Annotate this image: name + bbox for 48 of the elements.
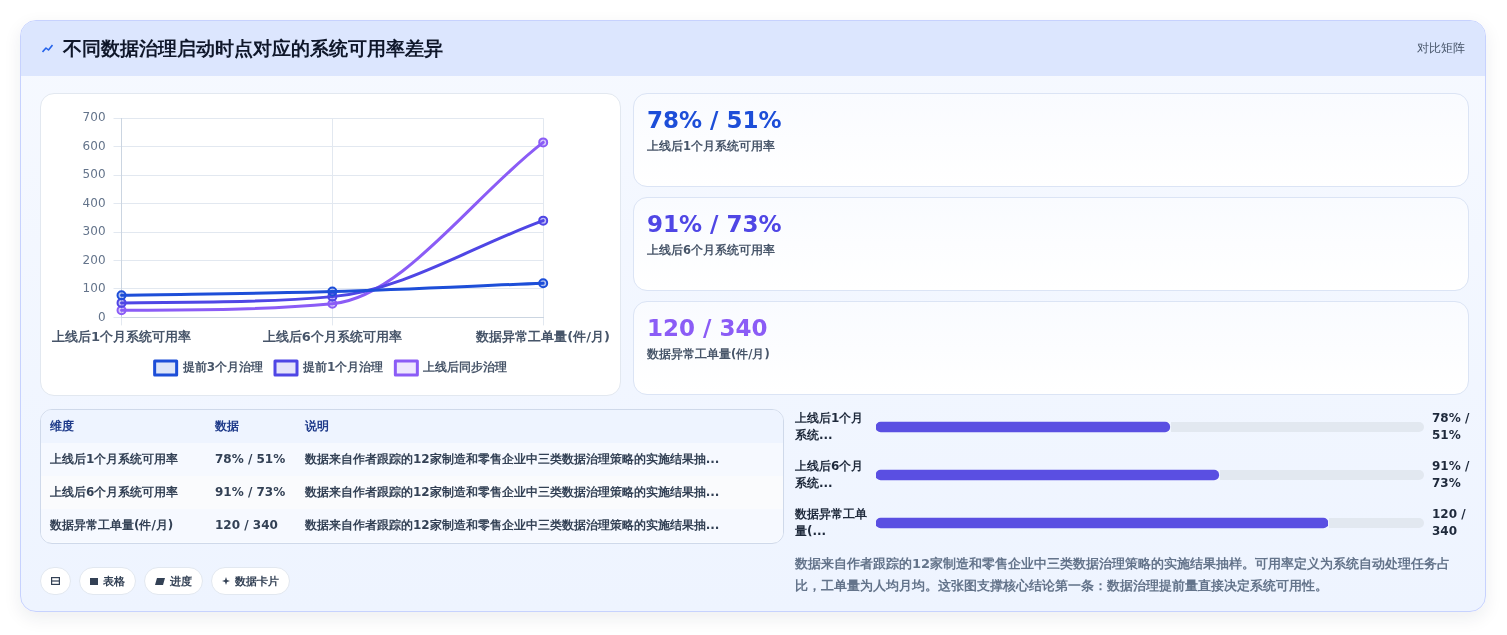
text: 对比矩阵 <box>1417 40 1465 56</box>
y-tick-label: 200 <box>82 252 106 267</box>
y-tick-label: 0 <box>97 309 106 324</box>
text: 不同数据治理启动时点对应的系统可用率差异 <box>63 36 443 61</box>
y-tick-label: 600 <box>82 138 106 153</box>
data-label: 78% / 51% <box>1432 410 1471 444</box>
text: 数据来自作者跟踪的12家制造和零售企业中三类数据治理策略的实施结果抽... <box>305 451 720 468</box>
text: 上线后1个月系统可用率 <box>647 138 776 154</box>
y-tick-label: 300 <box>82 224 106 239</box>
y-tick-label: 100 <box>82 281 106 296</box>
text: 数据 <box>215 418 239 435</box>
y-tick-label: 上线后6个月系统... <box>795 458 865 492</box>
legend-label: 提前1个月治理 <box>302 360 384 375</box>
y-tick-label: 500 <box>82 167 106 182</box>
text: 数据来自作者跟踪的12家制造和零售企业中三类数据治理策略的实施结果抽... <box>305 484 720 501</box>
text: 进度 <box>170 573 192 589</box>
text: 上线后6个月系统可用率 <box>647 242 776 258</box>
text: 120 / 340 <box>647 314 768 342</box>
text: 78% / 51% <box>647 106 782 134</box>
text: 说明 <box>305 418 329 435</box>
data-label: 120 / 340 <box>1432 506 1467 540</box>
text: 数据来自作者跟踪的12家制造和零售企业中三类数据治理策略的实施结果抽样。可用率定义为系统自动处理任务占比，工单量为人均月均。这张图支撑核心结论第一条：数据治理提前量直接决定系统可用性。 <box>795 555 1452 595</box>
text: 数据异常工单量(件/月) <box>647 346 770 362</box>
text: 91% / 73% <box>215 484 286 501</box>
x-tick-label: 数据异常工单量(件/月) <box>475 328 610 344</box>
text: 维度 <box>50 418 74 435</box>
x-tick-label: 上线后6个月系统可用率 <box>261 328 402 344</box>
text: 上线后1个月系统可用率 <box>50 451 179 468</box>
text: 数据来自作者跟踪的12家制造和零售企业中三类数据治理策略的实施结果抽... <box>305 517 720 534</box>
legend-label: 提前3个月治理 <box>181 360 264 375</box>
x-tick-label: 上线后1个月系统可用率 <box>51 328 192 344</box>
y-tick-label: 400 <box>82 195 106 210</box>
point <box>327 286 338 297</box>
text: 上线后6个月系统可用率 <box>50 484 179 501</box>
text: 数据异常工单量(件/月) <box>50 517 174 534</box>
y-tick-label: 数据异常工单量(... <box>795 506 868 540</box>
y-tick-label: 700 <box>82 110 106 125</box>
point <box>538 215 549 226</box>
y-tick-label: 上线后1个月系统... <box>795 410 865 444</box>
text: 91% / 73% <box>647 210 782 238</box>
data-label: 91% / 73% <box>1432 458 1471 492</box>
text: 120 / 340 <box>215 517 278 534</box>
text: 数据卡片 <box>235 573 279 589</box>
point <box>538 278 549 289</box>
legend-label: 上线后同步治理 <box>422 360 508 375</box>
text: 表格 <box>103 573 125 589</box>
point <box>538 137 549 148</box>
text: 78% / 51% <box>215 451 286 468</box>
